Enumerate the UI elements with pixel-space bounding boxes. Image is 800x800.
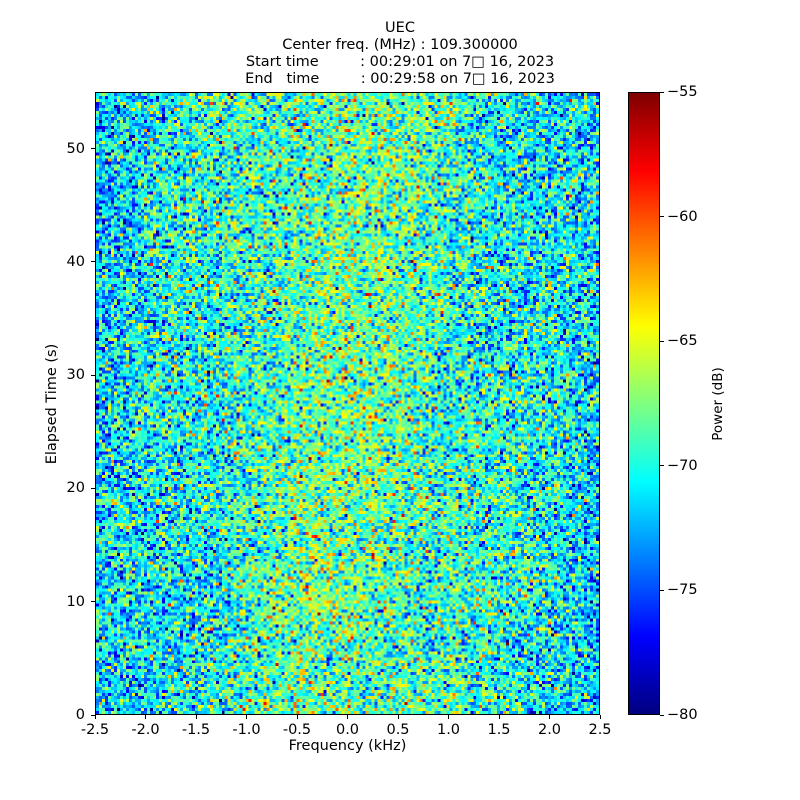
colorbar-tick-4: [660, 216, 664, 218]
colorbar-tick-2: [660, 465, 664, 467]
x-tick-label-1: -2.0: [131, 722, 160, 738]
y-tick-0: [91, 714, 95, 716]
x-tick-6: [397, 715, 399, 719]
x-tick-label-4: -0.5: [282, 722, 312, 738]
title-line-start-time: Start time : 00:29:01 on 7□ 16, 2023: [245, 54, 555, 70]
x-tick-label-8: 1.5: [487, 722, 511, 738]
title-line-station: UEC: [385, 20, 415, 36]
x-tick-label-3: -1.0: [232, 722, 261, 738]
x-tick-label-5: 0.0: [335, 722, 360, 738]
y-tick-label-4: 40: [66, 253, 85, 270]
colorbar-tick-0: [660, 714, 664, 716]
y-tick-2: [91, 487, 95, 489]
colorbar-tick-label-1: −75: [667, 582, 698, 599]
y-tick-label-5: 50: [66, 140, 85, 157]
y-tick-5: [91, 148, 95, 150]
x-tick-label-2: -1.5: [181, 722, 211, 738]
spectrogram-image: [96, 93, 599, 714]
x-axis-label: Frequency (kHz): [288, 738, 407, 754]
y-tick-3: [91, 374, 95, 376]
x-tick-10: [599, 715, 601, 719]
x-tick-2: [195, 715, 197, 719]
colorbar-tick-label-0: −80: [667, 707, 698, 723]
colorbar-tick-label-3: −65: [667, 333, 698, 350]
colorbar-tick-5: [660, 91, 664, 93]
figure-title-block: UEC Center freq. (MHz) : 109.300000 Star…: [0, 20, 800, 88]
y-tick-label-1: 10: [66, 593, 85, 610]
spectrogram-axes[interactable]: [95, 92, 600, 715]
title-line-center-freq: Center freq. (MHz) : 109.300000: [282, 37, 518, 53]
x-tick-4: [296, 715, 298, 719]
colorbar-tick-label-2: −70: [667, 457, 698, 474]
y-tick-label-3: 30: [66, 367, 85, 384]
y-tick-4: [91, 261, 95, 263]
colorbar-label: Power (dB): [710, 366, 726, 441]
x-tick-9: [549, 715, 550, 719]
x-tick-7: [448, 715, 449, 719]
x-tick-label-7: 1.0: [436, 722, 461, 738]
colorbar-tick-label-4: −60: [667, 208, 698, 225]
x-tick-5: [347, 715, 348, 719]
y-tick-label-2: 20: [66, 480, 85, 497]
x-tick-8: [498, 715, 500, 719]
x-tick-1: [145, 715, 146, 719]
y-axis-label: Elapsed Time (s): [44, 343, 60, 464]
colorbar[interactable]: [628, 92, 660, 715]
colorbar-tick-3: [660, 340, 664, 342]
x-tick-label-10: 2.5: [588, 722, 612, 738]
x-tick-0: [94, 715, 96, 719]
x-tick-label-0: -2.5: [80, 722, 110, 738]
title-line-end-time: End time : 00:29:58 on 7□ 16, 2023: [245, 71, 555, 87]
x-tick-label-6: 0.5: [386, 722, 410, 738]
y-tick-label-0: 0: [75, 707, 85, 723]
y-tick-1: [91, 601, 95, 603]
x-tick-3: [246, 715, 247, 719]
colorbar-tick-label-5: −55: [667, 84, 698, 100]
colorbar-gradient: [629, 93, 659, 714]
colorbar-tick-1: [660, 589, 664, 591]
x-tick-label-9: 2.0: [537, 722, 562, 738]
